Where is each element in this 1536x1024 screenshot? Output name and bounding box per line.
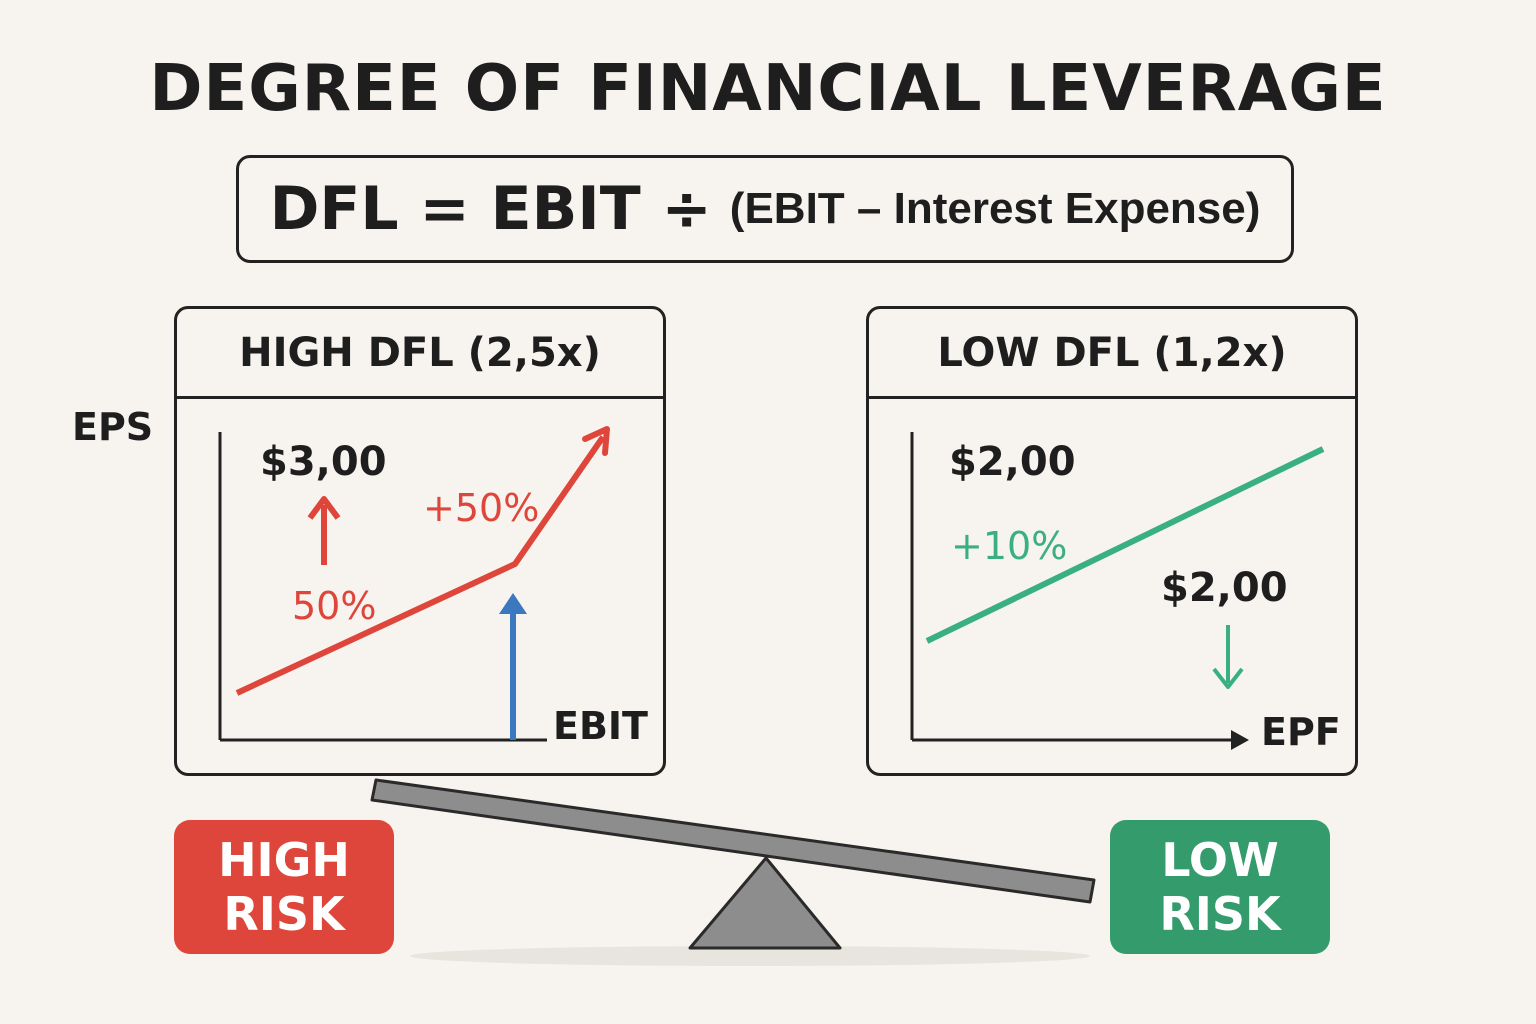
- high-change-label: 50%: [292, 584, 376, 628]
- high-risk-line1: HIGH: [218, 833, 350, 887]
- eps-line: [925, 446, 1325, 644]
- eps-line: [235, 435, 606, 696]
- low-dfl-panel: LOW DFL (1,2x) $2,00 +10% $2,00 EPF: [866, 306, 1358, 776]
- x-axis-arrow-icon: [1231, 730, 1249, 750]
- page-title: DEGREE OF FINANCIAL LEVERAGE: [149, 52, 1387, 126]
- y-axis-label: EPS: [72, 405, 154, 449]
- down-arrow-icon: [1212, 667, 1244, 689]
- seesaw-beam: [370, 778, 1096, 904]
- seesaw-shadow: [410, 946, 1090, 966]
- formula-box: DFL = EBIT ÷ (EBIT – Interest Expense): [236, 155, 1294, 263]
- high-dfl-panel: HIGH DFL (2,5x) $3,00 50% +50% EBIT: [174, 306, 666, 776]
- low-risk-line1: LOW: [1161, 833, 1279, 887]
- low-x-label: EPF: [1261, 710, 1341, 754]
- low-risk-badge: LOW RISK: [1110, 820, 1330, 954]
- low-eps-value: $2,00: [949, 439, 1076, 485]
- eps-up-arrow-icon: [307, 496, 341, 520]
- low-dfl-heading: LOW DFL (1,2x): [869, 309, 1355, 399]
- low-dfl-chart: $2,00 +10% $2,00 EPF: [910, 432, 1341, 754]
- formula-denominator: (EBIT – Interest Expense): [729, 184, 1261, 233]
- ebit-up-arrow-icon: [499, 593, 527, 614]
- seesaw-fulcrum: [688, 856, 842, 950]
- low-eps-value-2: $2,00: [1161, 565, 1288, 611]
- eps-line-arrowhead-icon: [582, 426, 610, 456]
- high-dfl-chart: $3,00 50% +50% EBIT: [218, 426, 648, 748]
- low-risk-line2: RISK: [1159, 887, 1281, 941]
- high-dfl-heading: HIGH DFL (2,5x): [177, 309, 663, 399]
- high-x-label: EBIT: [553, 704, 648, 748]
- low-growth-label: +10%: [951, 524, 1067, 568]
- high-eps-value: $3,00: [260, 439, 387, 485]
- high-growth-label: +50%: [423, 486, 539, 530]
- formula-main: DFL = EBIT ÷: [269, 174, 712, 244]
- high-risk-line2: RISK: [223, 887, 345, 941]
- high-risk-badge: HIGH RISK: [174, 820, 394, 954]
